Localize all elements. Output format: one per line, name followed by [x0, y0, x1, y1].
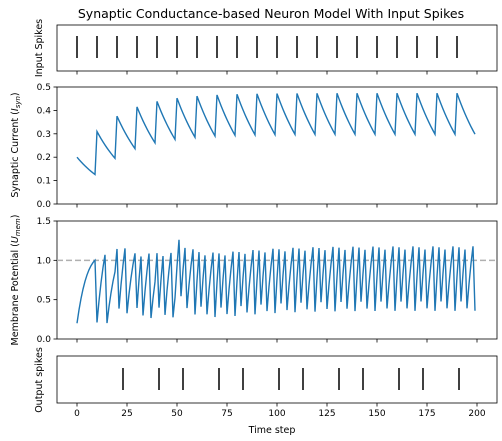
x-axis-label: Time step	[248, 425, 296, 436]
membrane-y-tick-label: 0.5	[37, 296, 51, 306]
current-y-tick-label: 0.2	[37, 153, 51, 163]
x-tick-label: 50	[171, 409, 183, 419]
input-spikes-ylabel: Input Spikes	[34, 19, 45, 77]
x-tick-label: 100	[268, 409, 285, 419]
membrane-potential-line	[76, 239, 476, 324]
membrane-potential-ylabel: Membrane Potential (Umem)	[10, 215, 22, 346]
current-y-tick-label: 0.0	[37, 200, 52, 210]
x-tick-label: 200	[468, 409, 485, 419]
x-tick-label: 25	[121, 409, 132, 419]
x-tick-label: 125	[318, 409, 335, 419]
x-tick-label: 0	[74, 409, 80, 419]
synaptic-current-ylabel: Synaptic Current (Isyn)	[10, 92, 22, 197]
x-tick-label: 175	[418, 409, 435, 419]
chart-title: Synaptic Conductance-based Neuron Model …	[78, 6, 464, 21]
output-spikes-ylabel: Output spikes	[34, 347, 45, 413]
current-y-tick-label: 0.3	[37, 130, 51, 140]
current-y-tick-label: 0.5	[37, 83, 51, 93]
membrane-y-tick-label: 1.0	[37, 256, 52, 266]
current-y-tick-label: 0.4	[37, 106, 52, 116]
membrane-y-tick-label: 1.5	[37, 217, 51, 227]
current-y-tick-label: 0.1	[37, 177, 51, 187]
synaptic-current-line	[76, 92, 476, 176]
membrane-y-tick-label: 0.0	[37, 335, 52, 345]
x-tick-label: 150	[368, 409, 385, 419]
x-tick-label: 75	[221, 409, 232, 419]
